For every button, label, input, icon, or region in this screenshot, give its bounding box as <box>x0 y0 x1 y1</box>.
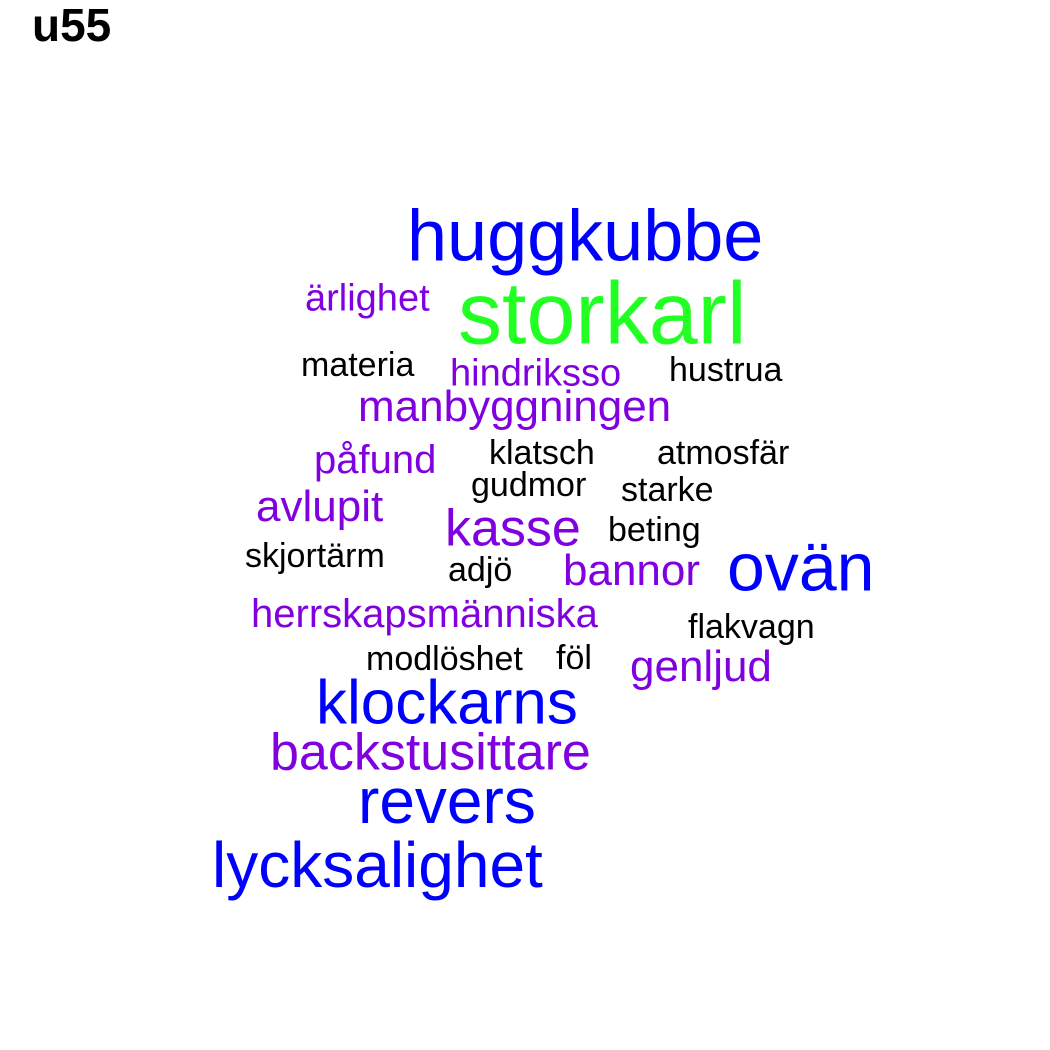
word-klatsch: klatsch <box>489 433 595 472</box>
word-ovan: ovän <box>727 529 875 606</box>
word-arlighet: ärlighet <box>305 277 430 320</box>
word-revers: revers <box>358 764 536 837</box>
page-title: u55 <box>32 0 112 51</box>
word-atmosfar: atmosfär <box>657 433 790 472</box>
word-beting: beting <box>608 510 701 549</box>
word-lycksalighet: lycksalighet <box>212 828 543 901</box>
word-skjortarm: skjortärm <box>245 536 385 575</box>
word-storkarl: storkarl <box>458 263 747 363</box>
word-starke: starke <box>621 470 714 509</box>
word-fol: föl <box>556 638 592 677</box>
word-huggkubbe: huggkubbe <box>407 196 764 277</box>
word-genljud: genljud <box>630 641 772 691</box>
word-bannor: bannor <box>563 545 701 595</box>
word-backstusittare: backstusittare <box>270 723 591 782</box>
word-avlupit: avlupit <box>256 481 384 531</box>
word-kasse: kasse <box>445 499 581 558</box>
word-materia: materia <box>301 345 415 384</box>
word-manbyggningen: manbyggningen <box>358 381 672 431</box>
word-herrskapsmanniska: herrskapsmänniska <box>251 592 598 636</box>
word-modloshet: modlöshet <box>366 639 523 678</box>
word-klockarns: klockarns <box>316 668 578 738</box>
word-hindriksso: hindriksso <box>450 352 622 395</box>
word-flakvagn: flakvagn <box>688 607 815 646</box>
word-hustrua: hustrua <box>669 350 783 389</box>
word-adjo: adjö <box>448 550 513 589</box>
word-gudmor: gudmor <box>471 465 587 504</box>
word-pafund: påfund <box>314 438 437 482</box>
